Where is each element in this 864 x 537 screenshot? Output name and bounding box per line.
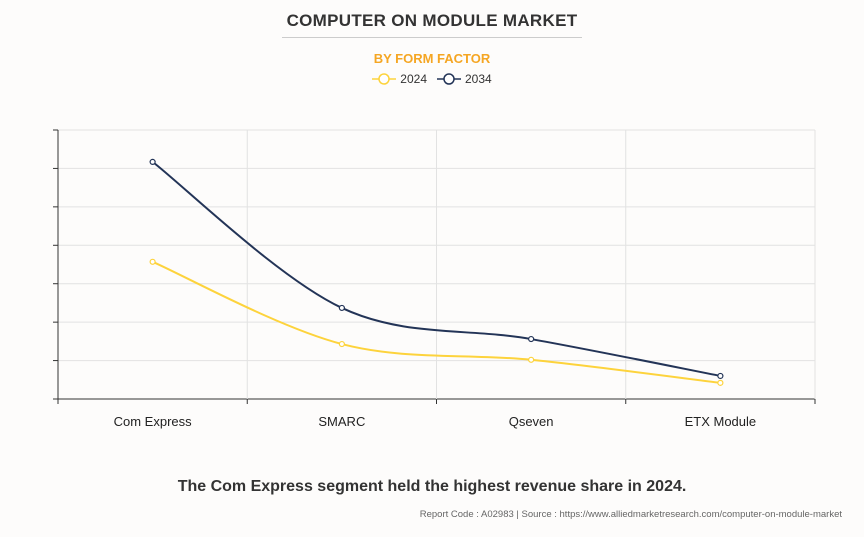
source-note: Report Code : A02983 | Source : https://…	[419, 509, 842, 520]
chart-title: COMPUTER ON MODULE MARKET	[286, 11, 578, 30]
x-tick-label: Com Express	[114, 414, 193, 429]
legend-marker-2034	[437, 73, 461, 85]
series-line-2034	[152, 161, 721, 377]
legend-label: 2024	[400, 72, 427, 86]
legend-label: 2034	[465, 72, 492, 86]
x-tick-label: ETX Module	[685, 414, 757, 429]
legend-item-2024[interactable]: 2024	[372, 72, 427, 86]
legend: 2024 2034	[0, 72, 864, 86]
data-point-2024	[338, 340, 345, 348]
series-line-2024	[152, 260, 721, 384]
title-divider	[282, 37, 582, 38]
chart-subtitle: BY FORM FACTOR	[373, 51, 491, 66]
x-tick-label: Qseven	[509, 414, 554, 429]
data-point-2034	[717, 372, 724, 380]
legend-marker-2024	[372, 73, 397, 85]
data-point-2034	[338, 304, 345, 312]
data-point-2024	[717, 379, 724, 386]
data-point-2034	[528, 335, 535, 343]
legend-item-2034[interactable]: 2034	[437, 72, 492, 86]
data-point-2034	[149, 158, 156, 165]
data-point-2024	[149, 258, 156, 265]
x-tick-label: SMARC	[318, 414, 365, 429]
data-point-2024	[528, 356, 535, 363]
chart-caption: The Com Express segment held the highest…	[177, 478, 687, 495]
